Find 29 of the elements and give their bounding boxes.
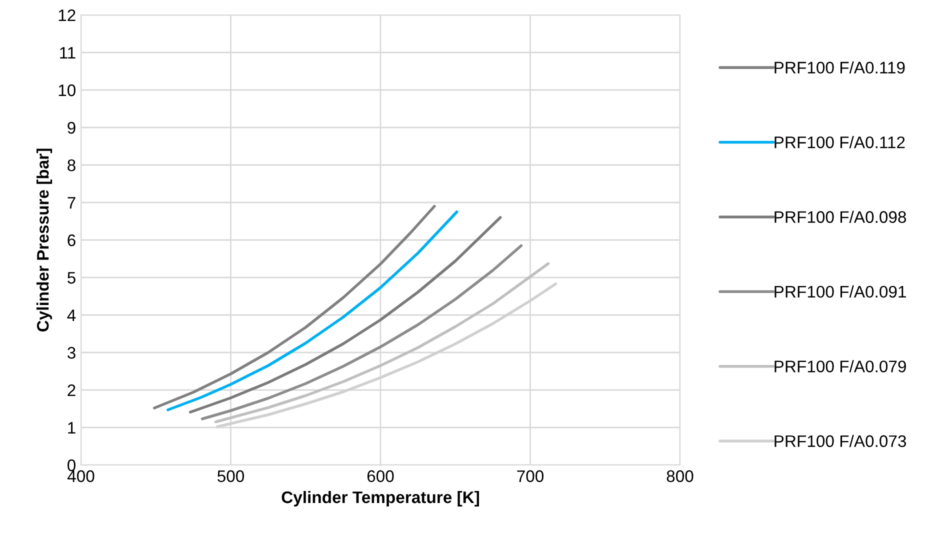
y-tick-label: 1 [68,422,76,434]
x-tick-label: 700 [517,470,544,482]
line-series [214,262,550,424]
y-tick-label: 6 [68,234,76,246]
y-tick-label: 3 [68,346,76,359]
x-tick-label: 500 [218,470,244,482]
x-tick-label: 600 [367,470,394,482]
line-series [200,244,523,420]
y-tick-label: 12 [58,9,76,22]
x-axis-title: Cylinder Temperature [K] [282,490,479,506]
legend-label: PRF100 F/A0.112 [774,136,905,148]
y-tick-label: 2 [68,384,76,396]
y-tick-label: 5 [68,272,76,284]
y-tick-label: 4 [67,310,76,322]
y-tick-label: 10 [58,84,76,96]
line-series [188,216,502,414]
y-axis-title: Cylinder Pressure [bar] [36,148,52,332]
legend-label: PRF100 F/A0.079 [774,360,906,372]
y-tick-label: 0 [68,459,76,472]
y-tick-label: 8 [68,159,76,172]
legend-label: PRF100 F/A0.091 [774,285,906,298]
y-tick-label: 7 [68,197,76,209]
x-tick-label: 400 [67,470,94,482]
x-tick-label: 800 [666,470,694,482]
legend-label: PRF100 F/A0.098 [774,210,906,223]
legend-label: PRF100 F/A0.073 [774,434,906,448]
y-tick-label: 11 [60,47,76,59]
legend-label: PRF100 F/A0.119 [774,61,905,74]
y-tick-label: 9 [68,122,76,134]
